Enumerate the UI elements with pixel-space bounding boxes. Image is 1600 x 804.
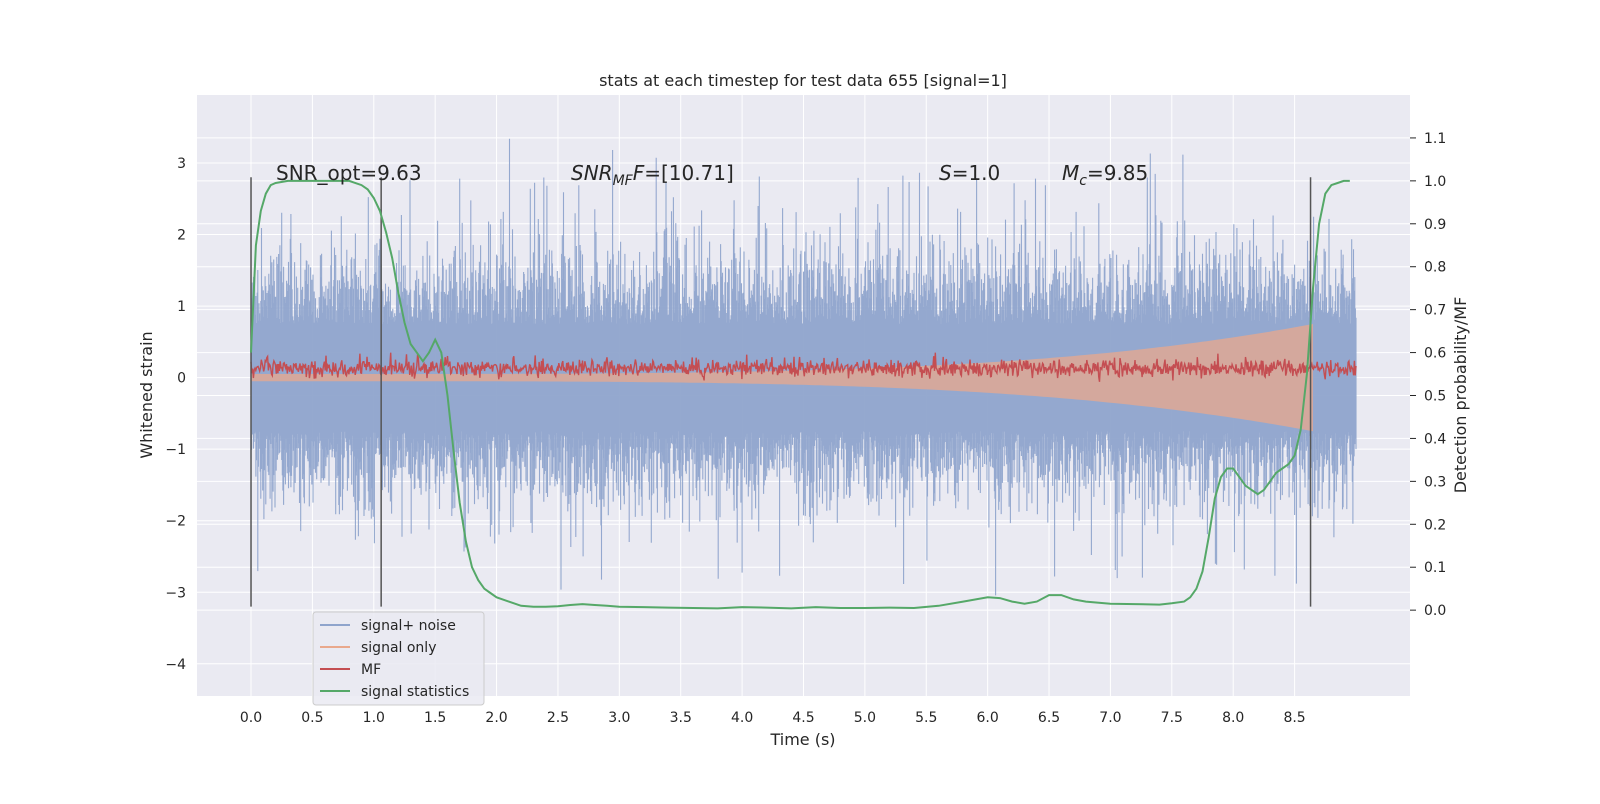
x-tick-label: 0.5	[301, 710, 323, 726]
y-tick-label-left: 1	[177, 299, 186, 315]
annotation-snr-mf-symbol: SNR	[571, 161, 613, 185]
series-signal-only	[251, 324, 1313, 432]
vertical-markers	[250, 177, 1312, 607]
y-tick-label-left: 2	[177, 228, 186, 244]
legend-label-signal-only: signal only	[361, 640, 436, 656]
x-tick-label: 8.0	[1222, 710, 1244, 726]
series-mf	[250, 352, 1357, 382]
x-ticks: 0.0 0.5 1.0 1.5 2.0 2.5 3.0 3.5 4.0 4.5 5.0 5.5 6.0 6…	[240, 710, 1306, 726]
x-tick-label: 3.0	[608, 710, 630, 726]
y-tick-label-left: −3	[165, 585, 186, 601]
y-tick-label-right: 0.1	[1424, 560, 1446, 576]
annotation-mc-value: =9.85	[1087, 161, 1148, 185]
x-tick-label: 0.0	[240, 710, 262, 726]
line-signal-only	[251, 324, 1313, 432]
x-tick-label: 5.5	[915, 710, 937, 726]
y-tick-label-right: 0.9	[1424, 217, 1446, 233]
x-axis-label: Time (s)	[769, 730, 835, 749]
legend-label-signal-statistics: signal statistics	[361, 684, 469, 700]
y-tick-label-right: 0.3	[1424, 474, 1446, 490]
y-ticks-right: 1.1 1.0 0.9 0.8 0.7 0.6 0.5 0.4 0.3 0.2 0.1 0.0	[1410, 131, 1446, 619]
y-axis-label-left: Whitened strain	[137, 331, 156, 458]
y-tick-label-right: 0.4	[1424, 431, 1446, 447]
x-tick-label: 5.0	[854, 710, 876, 726]
line-signal-statistics	[250, 179, 1350, 610]
x-tick-label: 1.5	[424, 710, 446, 726]
annotation-s-symbol: S	[939, 161, 952, 185]
annotation-snr-mf-value: =[10.71]	[644, 161, 734, 185]
x-tick-label: 6.5	[1038, 710, 1060, 726]
legend-label-signal-noise: signal+ noise	[361, 618, 456, 634]
y-tick-label-right: 1.1	[1424, 131, 1446, 147]
annotation-snr-mf-f: F	[633, 161, 645, 185]
y-tick-label-left: 0	[177, 371, 186, 387]
annotation-snr-mf-subscript: MF	[613, 173, 634, 189]
y-tick-label-right: 0.8	[1424, 260, 1446, 276]
legend: signal+ noise signal only MF signal stat…	[312, 611, 485, 706]
y-tick-label-left: −1	[165, 442, 186, 458]
x-tick-label: 7.5	[1161, 710, 1183, 726]
y-axis-label-right: Detection probability/MF	[1451, 297, 1470, 494]
y-tick-label-right: 0.2	[1424, 517, 1446, 533]
annotation-snr-mf: SNRMFF=[10.71]	[571, 161, 734, 189]
annotation-mc-subscript: c	[1079, 173, 1087, 189]
annotation-s-value: =1.0	[952, 161, 1001, 185]
y-tick-label-right: 0.7	[1424, 303, 1446, 319]
x-tick-label: 2.0	[485, 710, 507, 726]
chart-title: stats at each timestep for test data 655…	[599, 71, 1007, 90]
x-tick-label: 3.5	[670, 710, 692, 726]
annotation-mc: Mc=9.85	[1062, 161, 1148, 189]
y-tick-label-right: 0.0	[1424, 603, 1446, 619]
line-mf	[250, 352, 1357, 382]
x-tick-label: 4.5	[792, 710, 814, 726]
y-tick-label-left: −4	[165, 657, 186, 673]
series-signal-statistics	[250, 179, 1350, 610]
x-tick-label: 8.5	[1283, 710, 1305, 726]
legend-box	[312, 611, 485, 706]
y-tick-label-right: 0.5	[1424, 389, 1446, 405]
annotation-s: S=1.0	[939, 161, 1000, 185]
y-tick-label-right: 0.6	[1424, 346, 1446, 362]
x-tick-label: 1.0	[363, 710, 385, 726]
x-tick-label: 6.0	[977, 710, 999, 726]
annotation-mc-symbol: M	[1062, 161, 1079, 185]
y-tick-label-left: −2	[165, 514, 186, 530]
x-tick-label: 2.5	[547, 710, 569, 726]
y-tick-label-right: 1.0	[1424, 174, 1446, 190]
y-tick-label-left: 3	[177, 156, 186, 172]
x-tick-label: 7.0	[1099, 710, 1121, 726]
annotation-snr-opt: SNR_opt=9.63	[276, 161, 422, 185]
y-ticks-left: 3 2 1 0 −1 −2 −3 −4	[165, 156, 186, 673]
x-tick-label: 4.0	[731, 710, 753, 726]
legend-label-mf: MF	[361, 662, 381, 678]
